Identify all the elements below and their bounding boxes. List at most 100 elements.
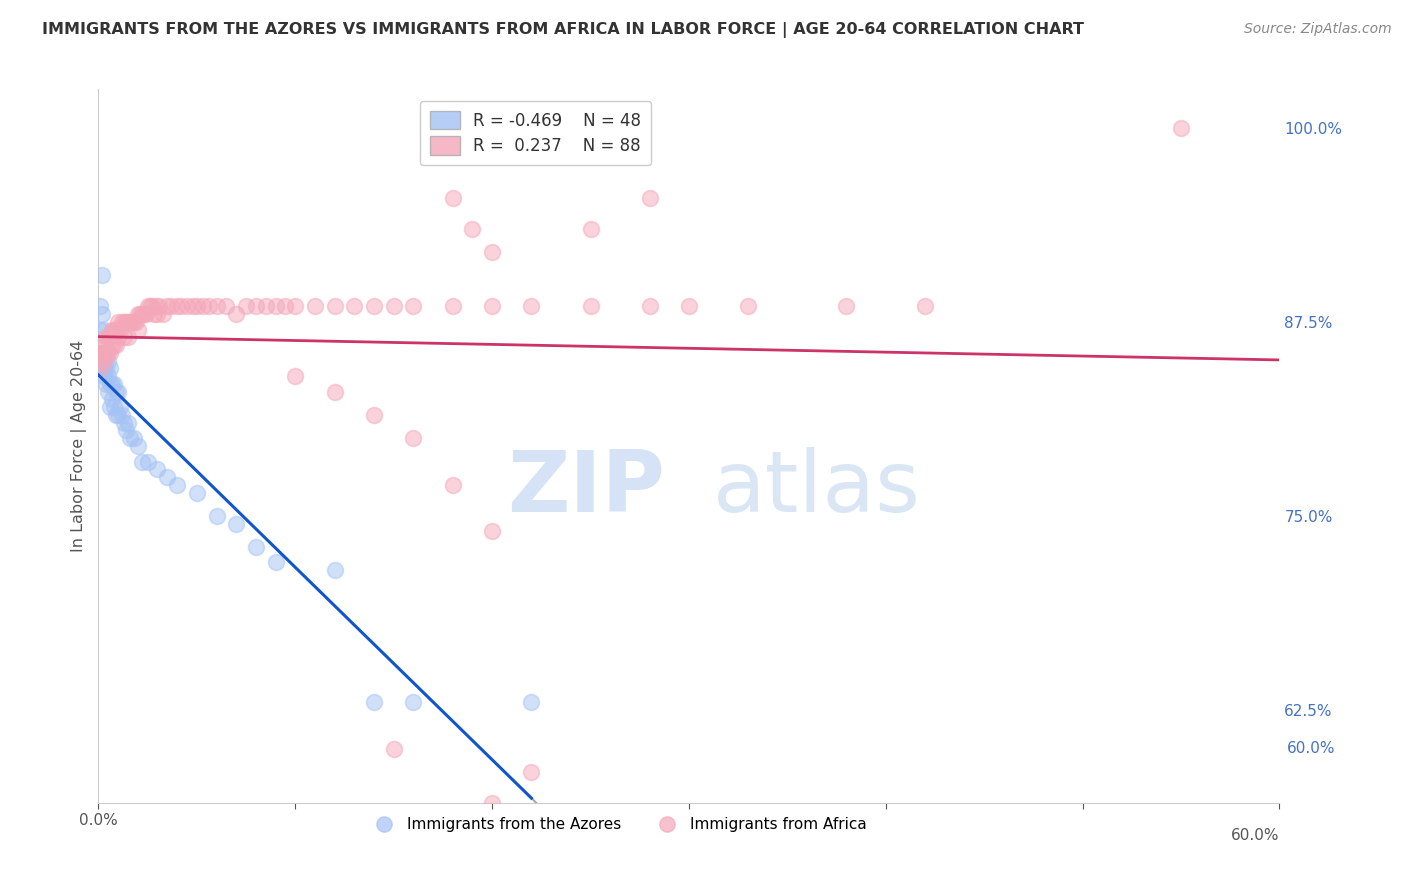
Point	[264, 299, 287, 313]
Text: 60.0%: 60.0%	[1232, 828, 1279, 843]
Point	[127, 323, 149, 337]
Point	[96, 330, 118, 344]
Point	[402, 431, 425, 445]
Point	[97, 384, 120, 399]
Point	[131, 454, 153, 468]
Point	[146, 307, 169, 321]
Point	[274, 299, 297, 313]
Point	[131, 307, 153, 321]
Point	[97, 353, 120, 368]
Point	[98, 361, 121, 376]
Point	[166, 477, 188, 491]
Point	[107, 315, 129, 329]
Point	[215, 299, 238, 313]
Point	[225, 516, 247, 531]
Point	[156, 470, 179, 484]
Point	[363, 299, 385, 313]
Point	[181, 299, 204, 313]
Point	[481, 524, 503, 539]
Point	[97, 346, 120, 360]
Point	[91, 353, 114, 368]
Point	[160, 299, 183, 313]
Point	[112, 315, 135, 329]
Point	[205, 299, 228, 313]
Point	[461, 222, 484, 236]
Point	[93, 346, 115, 360]
Point	[111, 315, 134, 329]
Point	[96, 346, 118, 360]
Point	[441, 299, 464, 313]
Point	[108, 323, 131, 337]
Point	[93, 353, 115, 368]
Point	[835, 299, 858, 313]
Point	[97, 330, 120, 344]
Point	[152, 307, 174, 321]
Point	[186, 485, 208, 500]
Point	[117, 330, 139, 344]
Point	[112, 330, 135, 344]
Point	[146, 462, 169, 476]
Point	[105, 323, 128, 337]
Point	[402, 695, 425, 709]
Point	[166, 299, 188, 313]
Point	[89, 299, 111, 313]
Point	[93, 361, 115, 376]
Point	[382, 741, 405, 756]
Point	[156, 299, 179, 313]
Point	[481, 299, 503, 313]
Point	[98, 401, 121, 415]
Point	[145, 299, 167, 313]
Point	[91, 307, 114, 321]
Point	[89, 346, 111, 360]
Point	[520, 299, 543, 313]
Point	[135, 307, 157, 321]
Point	[96, 361, 118, 376]
Point	[737, 299, 759, 313]
Point	[481, 796, 503, 810]
Point	[638, 191, 661, 205]
Point	[103, 376, 125, 391]
Point	[205, 508, 228, 523]
Point	[91, 268, 114, 283]
Point	[363, 695, 385, 709]
Point	[96, 376, 118, 391]
Text: atlas: atlas	[713, 447, 921, 531]
Point	[115, 424, 138, 438]
Text: IMMIGRANTS FROM THE AZORES VS IMMIGRANTS FROM AFRICA IN LABOR FORCE | AGE 20-64 : IMMIGRANTS FROM THE AZORES VS IMMIGRANTS…	[42, 22, 1084, 38]
Point	[111, 408, 134, 422]
Point	[579, 299, 602, 313]
Point	[118, 315, 141, 329]
Point	[112, 416, 135, 430]
Point	[191, 299, 214, 313]
Point	[1170, 120, 1192, 135]
Point	[441, 477, 464, 491]
Point	[402, 299, 425, 313]
Point	[382, 299, 405, 313]
Point	[101, 323, 124, 337]
Point	[481, 245, 503, 260]
Point	[98, 330, 121, 344]
Point	[520, 811, 543, 825]
Point	[197, 299, 219, 313]
Point	[93, 338, 115, 352]
Point	[108, 401, 131, 415]
Point	[235, 299, 257, 313]
Point	[678, 299, 700, 313]
Point	[148, 299, 170, 313]
Point	[125, 315, 148, 329]
Point	[91, 338, 114, 352]
Point	[103, 401, 125, 415]
Point	[323, 384, 346, 399]
Point	[142, 307, 165, 321]
Point	[138, 299, 160, 313]
Point	[91, 346, 114, 360]
Point	[136, 299, 159, 313]
Point	[103, 338, 125, 352]
Point	[363, 408, 385, 422]
Point	[105, 338, 128, 352]
Point	[914, 299, 936, 313]
Point	[101, 392, 124, 407]
Point	[98, 376, 121, 391]
Point	[520, 764, 543, 779]
Point	[323, 299, 346, 313]
